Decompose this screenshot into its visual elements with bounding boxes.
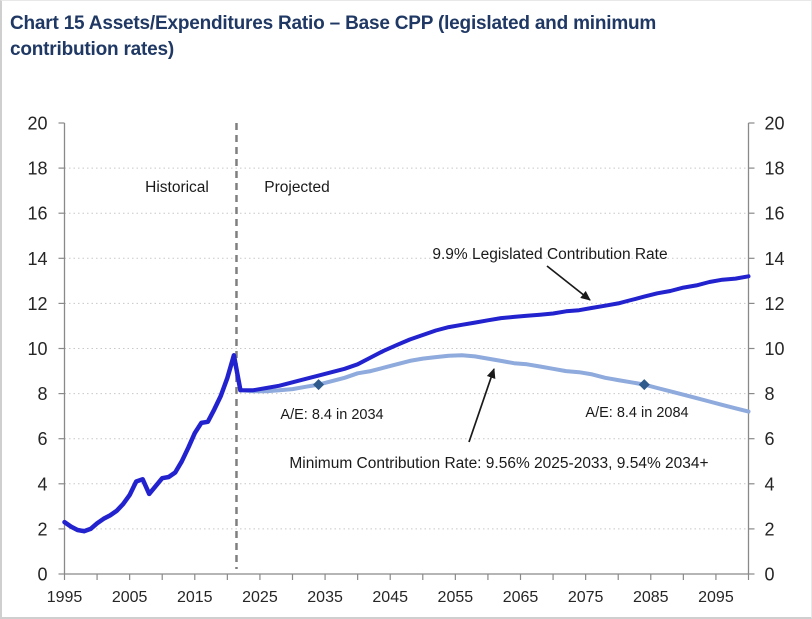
y-axis-label-left: 0 (37, 565, 47, 585)
x-axis-label: 2035 (307, 589, 343, 606)
marker-diamond-2034 (313, 379, 325, 391)
y-axis-label-right: 18 (765, 159, 785, 179)
y-axis-label-right: 10 (765, 339, 785, 359)
x-axis-label: 2075 (568, 589, 604, 606)
legislated-series-line (238, 274, 751, 393)
y-axis-label-right: 6 (765, 429, 775, 449)
legislated-label-arrow (546, 265, 591, 301)
projected-label: Projected (264, 179, 329, 196)
y-axis-labels: 0 0 2 2 4 4 6 6 8 8 10 10 12 12 14 14 16 16 18 18 20 20 (27, 114, 784, 585)
minimum-series-line (238, 353, 751, 414)
y-axis-label-left: 8 (37, 384, 47, 404)
y-axis-label-left: 10 (27, 339, 47, 359)
x-axis-label: 2025 (242, 589, 278, 606)
x-axis-label: 2065 (503, 589, 539, 606)
x-axis-label: 2005 (112, 589, 148, 606)
x-axis-label: 2045 (372, 589, 408, 606)
y-axis-label-left: 6 (37, 429, 47, 449)
y-axis-label-right: 16 (765, 204, 785, 224)
y-axis-label-right: 4 (765, 474, 775, 494)
historical-series-line (62, 353, 243, 534)
chart-title: Chart 15 Assets/Expenditures Ratio – Bas… (10, 13, 657, 60)
y-axis-label-left: 2 (37, 519, 47, 539)
x-axis-label: 2015 (177, 589, 213, 606)
ae-2034-label: A/E: 8.4 in 2034 (280, 407, 383, 423)
y-axis-label-left: 14 (27, 249, 47, 269)
legislated-label: 9.9% Legislated Contribution Rate (432, 246, 667, 263)
series (62, 274, 751, 534)
x-axis-label: 2085 (633, 589, 669, 606)
y-axis-label-left: 20 (27, 114, 47, 134)
x-axis-label: 2055 (438, 589, 474, 606)
y-axis-label-left: 18 (27, 159, 47, 179)
y-axis-label-left: 4 (37, 474, 47, 494)
minimum-label-arrow (468, 368, 496, 443)
y-axis-label-right: 14 (765, 249, 785, 269)
x-axis-label: 1995 (47, 589, 83, 606)
minimum-label: Minimum Contribution Rate: 9.56% 2025-20… (289, 455, 708, 472)
marker-diamond-2084 (638, 379, 650, 391)
axis-ticks (58, 122, 755, 580)
x-axis-labels: 1995 2005 2015 2025 2035 2045 2055 2065 2075 2085… (47, 589, 734, 606)
y-axis-label-left: 16 (27, 204, 47, 224)
x-axis-label: 2095 (698, 589, 734, 606)
y-axis-label-right: 12 (765, 294, 785, 314)
y-axis-label-right: 8 (765, 384, 775, 404)
y-axis-label-right: 0 (765, 565, 775, 585)
ae-2084-label: A/E: 8.4 in 2084 (585, 405, 688, 421)
gridlines (64, 167, 749, 530)
historical-label: Historical (145, 179, 209, 196)
annotations: Historical Projected 9.9% Legislated Contr… (145, 179, 708, 472)
y-axis-label-right: 20 (765, 114, 785, 134)
y-axis-label-left: 12 (27, 294, 47, 314)
y-axis-label-right: 2 (765, 519, 775, 539)
